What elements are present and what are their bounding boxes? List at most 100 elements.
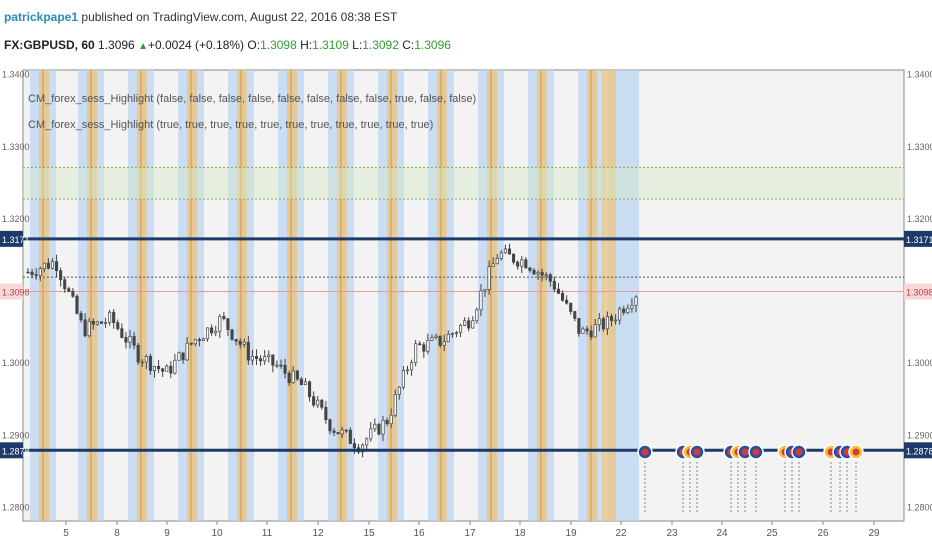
right-level-low-label-bg	[904, 442, 932, 459]
economic-events	[637, 444, 864, 513]
candle-body	[63, 279, 67, 290]
session-band-orange	[137, 70, 147, 521]
low-value: 1.3092	[362, 38, 399, 52]
candle-body	[312, 396, 316, 406]
flag-icon-center	[693, 448, 701, 456]
candle-body	[238, 340, 242, 345]
candle-body	[422, 344, 426, 352]
left-tick-label: 1.3000	[2, 358, 30, 368]
left-price-axis[interactable]: 1.3400 1.3300 1.3200 1.3000 1.2900 1.2800 1.31…	[0, 70, 30, 513]
publish-info: patrickpape1 published on TradingView.co…	[4, 10, 397, 24]
candle-body	[479, 290, 483, 311]
left-tick-label: 1.3400	[2, 70, 30, 80]
indicator-label-2[interactable]: CM_forex_sess_Highlight (true, true, tru…	[28, 119, 433, 131]
left-level-high-label: 1.3171	[2, 235, 30, 245]
candle-body	[112, 311, 116, 324]
candle-body	[381, 419, 385, 435]
candle-body	[246, 341, 250, 361]
candle-body	[152, 366, 157, 371]
candle-body	[605, 316, 609, 330]
candle-body	[197, 339, 201, 341]
last-price: 1.3096	[98, 38, 135, 52]
author-link[interactable]: patrickpape1	[4, 10, 79, 24]
time-tick-label: 26	[817, 528, 829, 539]
flag-icon-center	[741, 448, 749, 456]
candle-body	[622, 308, 626, 313]
candle-body	[373, 423, 377, 430]
time-tick-label: 15	[363, 528, 375, 539]
plot-area[interactable]	[22, 69, 905, 522]
time-tick-label: 25	[766, 528, 778, 539]
time-tick-label: 19	[565, 528, 577, 539]
candle-body	[295, 370, 299, 380]
candle-body	[495, 257, 499, 265]
candle-body	[291, 370, 295, 384]
candle-body	[393, 394, 397, 416]
candle-body	[38, 268, 42, 276]
close-label: C:	[402, 38, 415, 52]
time-tick-label: 22	[615, 528, 627, 539]
time-tick-label: 11	[262, 528, 273, 539]
candle-body	[348, 429, 352, 444]
candle-body	[344, 429, 348, 432]
candle-body	[540, 272, 544, 276]
time-tick-label: 9	[164, 528, 170, 539]
candle-body	[434, 335, 438, 338]
chart-canvas[interactable]: CM_forex_sess_Highlight (false, false, f…	[0, 58, 932, 550]
time-tick-label: 24	[716, 528, 728, 539]
candle-body	[189, 342, 193, 345]
candle-body	[226, 318, 230, 331]
right-price-axis[interactable]: 1.3400 1.3300 1.3200 1.3000 1.2900 1.2800 1.31…	[904, 70, 932, 513]
time-tick-label: 29	[868, 528, 880, 539]
candle-body	[34, 274, 38, 276]
candle-body	[205, 327, 210, 340]
target-zone	[23, 167, 904, 200]
candle-body	[528, 267, 532, 271]
session-band-orange	[387, 70, 397, 521]
session-band-orange	[39, 70, 49, 521]
candle-body	[91, 321, 95, 325]
candle-body	[552, 280, 556, 290]
candle-body	[401, 370, 405, 388]
candle-body	[324, 406, 328, 421]
candle-body	[173, 359, 177, 374]
candle-body	[385, 419, 389, 425]
candle-body	[30, 271, 34, 275]
left-current-label: 1.3098	[2, 288, 30, 298]
right-tick-label: 1.3300	[907, 142, 932, 152]
candle-body	[365, 438, 369, 446]
candle-body	[581, 328, 585, 334]
publish-line: published on TradingView.com, August 22,…	[81, 10, 398, 24]
candle-body	[320, 399, 324, 408]
indicator-label-1[interactable]: CM_forex_sess_Highlight (false, false, f…	[28, 93, 476, 105]
candle-body	[634, 296, 638, 306]
candle-body	[450, 333, 454, 335]
candle-body	[389, 414, 393, 425]
candle-body	[377, 423, 381, 435]
flag-icon-center	[795, 448, 803, 456]
right-tick-label: 1.2900	[907, 430, 932, 440]
candle-body	[483, 289, 487, 292]
session-band-orange	[187, 70, 197, 521]
candle-body	[569, 302, 573, 312]
candle-body	[475, 309, 479, 322]
time-tick-label: 12	[312, 528, 324, 539]
candle-body	[177, 352, 181, 361]
time-tick-label: 10	[211, 528, 223, 539]
candle-body	[83, 319, 87, 337]
session-band-orange	[587, 70, 597, 521]
left-current-label-bg	[0, 283, 23, 300]
high-label: H:	[300, 38, 313, 52]
symbol-label[interactable]: FX:GBPUSD, 60	[4, 38, 95, 52]
candle-body	[263, 356, 267, 362]
candle-body	[193, 339, 197, 345]
candle-body	[254, 356, 259, 359]
candle-body	[512, 253, 516, 263]
session-band-orange	[487, 70, 497, 521]
candle-body	[340, 429, 344, 435]
candle-body	[26, 271, 30, 274]
candle-body	[561, 292, 565, 301]
candle-body	[95, 321, 99, 325]
time-axis[interactable]: 5 8 9 10 11 12 15 16 17 18 19 22 23 24 25 26 29	[63, 521, 880, 539]
candle-body	[218, 316, 222, 332]
